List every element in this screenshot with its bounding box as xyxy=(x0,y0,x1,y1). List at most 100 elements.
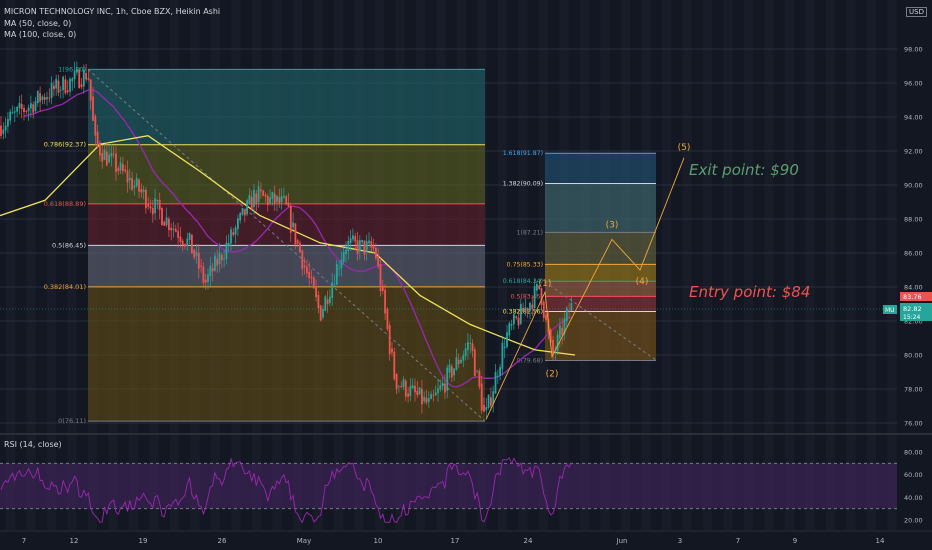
ticker: MU xyxy=(885,307,895,314)
candle xyxy=(409,386,412,397)
ext-label: 1.382(90.09) xyxy=(503,180,543,187)
candle xyxy=(515,316,518,319)
candle xyxy=(570,303,573,312)
candle xyxy=(227,242,230,246)
candle xyxy=(46,97,48,100)
fib-zone xyxy=(88,69,485,145)
candle xyxy=(568,310,570,312)
candle xyxy=(211,267,214,272)
price-tick: 80.00 xyxy=(904,352,923,360)
rsi-tick: 40.00 xyxy=(904,494,923,502)
candle xyxy=(398,386,400,387)
ma50-legend[interactable]: MA (50, close, 0) xyxy=(4,19,72,28)
price-tick: 78.00 xyxy=(904,386,923,394)
candle xyxy=(41,96,44,100)
candle xyxy=(142,189,145,192)
candle xyxy=(464,348,467,357)
candle xyxy=(278,197,281,204)
candle xyxy=(510,324,513,326)
candle xyxy=(317,294,320,309)
candle xyxy=(110,152,113,157)
candle xyxy=(478,370,481,387)
candle xyxy=(365,241,368,252)
entry-annotation: Entry point: $84 xyxy=(689,283,810,301)
fib-label: 0.382(84.01) xyxy=(44,283,86,291)
wave-label: (2) xyxy=(546,370,559,380)
currency-badge: USD xyxy=(906,7,927,17)
candle xyxy=(499,367,501,377)
time-tick: 14 xyxy=(876,537,885,545)
candle xyxy=(368,240,370,244)
candles xyxy=(0,61,573,419)
ma100-legend[interactable]: MA (100, close, 0) xyxy=(4,30,77,39)
chart-title: MICRON TECHNOLOGY INC, 1h, Cboe BZX, Hei… xyxy=(4,7,221,16)
candle xyxy=(64,79,67,94)
candle xyxy=(559,325,561,339)
candle xyxy=(538,285,541,289)
candle xyxy=(128,177,131,181)
candle xyxy=(214,255,216,271)
rsi-legend[interactable]: RSI (14, close) xyxy=(4,440,62,449)
candle xyxy=(496,375,499,377)
price-tick: 88.00 xyxy=(904,216,923,224)
price-tick: 84.00 xyxy=(904,284,923,292)
candle xyxy=(112,153,115,155)
candle xyxy=(381,285,384,291)
candle xyxy=(2,129,5,134)
candle xyxy=(20,103,23,110)
ext-label: 1(87.21) xyxy=(517,229,543,236)
candle xyxy=(4,125,7,131)
fib-zone xyxy=(88,203,485,246)
candle xyxy=(565,307,568,322)
candle xyxy=(536,283,538,291)
price-axis: 76.00 78.00 80.00 82.00 84.00 86.00 88.00 90.00… xyxy=(0,45,932,428)
stripe xyxy=(764,0,774,530)
candle xyxy=(370,241,373,248)
time-tick: 9 xyxy=(793,537,797,545)
price-tag-high xyxy=(900,292,932,301)
candle xyxy=(531,304,534,309)
candle xyxy=(542,301,545,319)
candle xyxy=(455,357,458,370)
candle xyxy=(414,385,416,393)
candle xyxy=(306,266,308,274)
candle xyxy=(416,391,419,395)
candle xyxy=(131,178,133,190)
candle xyxy=(460,359,462,364)
candle xyxy=(467,342,469,350)
candle xyxy=(404,380,407,397)
candle xyxy=(241,207,244,215)
candle xyxy=(234,227,237,235)
candle xyxy=(331,282,334,298)
price-tick: 76.00 xyxy=(904,420,923,428)
fib-label: 0.786(92.37) xyxy=(44,141,86,149)
price-tick: 90.00 xyxy=(904,182,923,190)
candle xyxy=(545,314,547,320)
candle xyxy=(501,342,504,369)
fib-label: 0.5(86.45) xyxy=(52,241,86,249)
candle xyxy=(57,80,60,93)
candle xyxy=(165,217,168,226)
candle xyxy=(36,90,39,104)
candle xyxy=(347,241,350,251)
candle xyxy=(492,391,495,405)
elliott-waves: (1) (2) (3) (4) (5) xyxy=(485,143,690,420)
stripe xyxy=(744,0,753,530)
candle xyxy=(476,370,478,372)
candle xyxy=(342,252,345,262)
stripe xyxy=(6,0,15,530)
candle xyxy=(0,125,2,136)
candle xyxy=(181,240,184,246)
time-tick: 7 xyxy=(22,537,26,545)
candle xyxy=(119,162,122,171)
candle xyxy=(7,119,9,127)
ext-zone xyxy=(545,296,656,312)
candle xyxy=(27,107,30,112)
candle xyxy=(266,195,269,206)
candle xyxy=(326,299,329,305)
candle xyxy=(78,69,81,88)
time-tick: 3 xyxy=(678,537,682,545)
stripe xyxy=(662,0,671,530)
candle xyxy=(138,179,140,192)
